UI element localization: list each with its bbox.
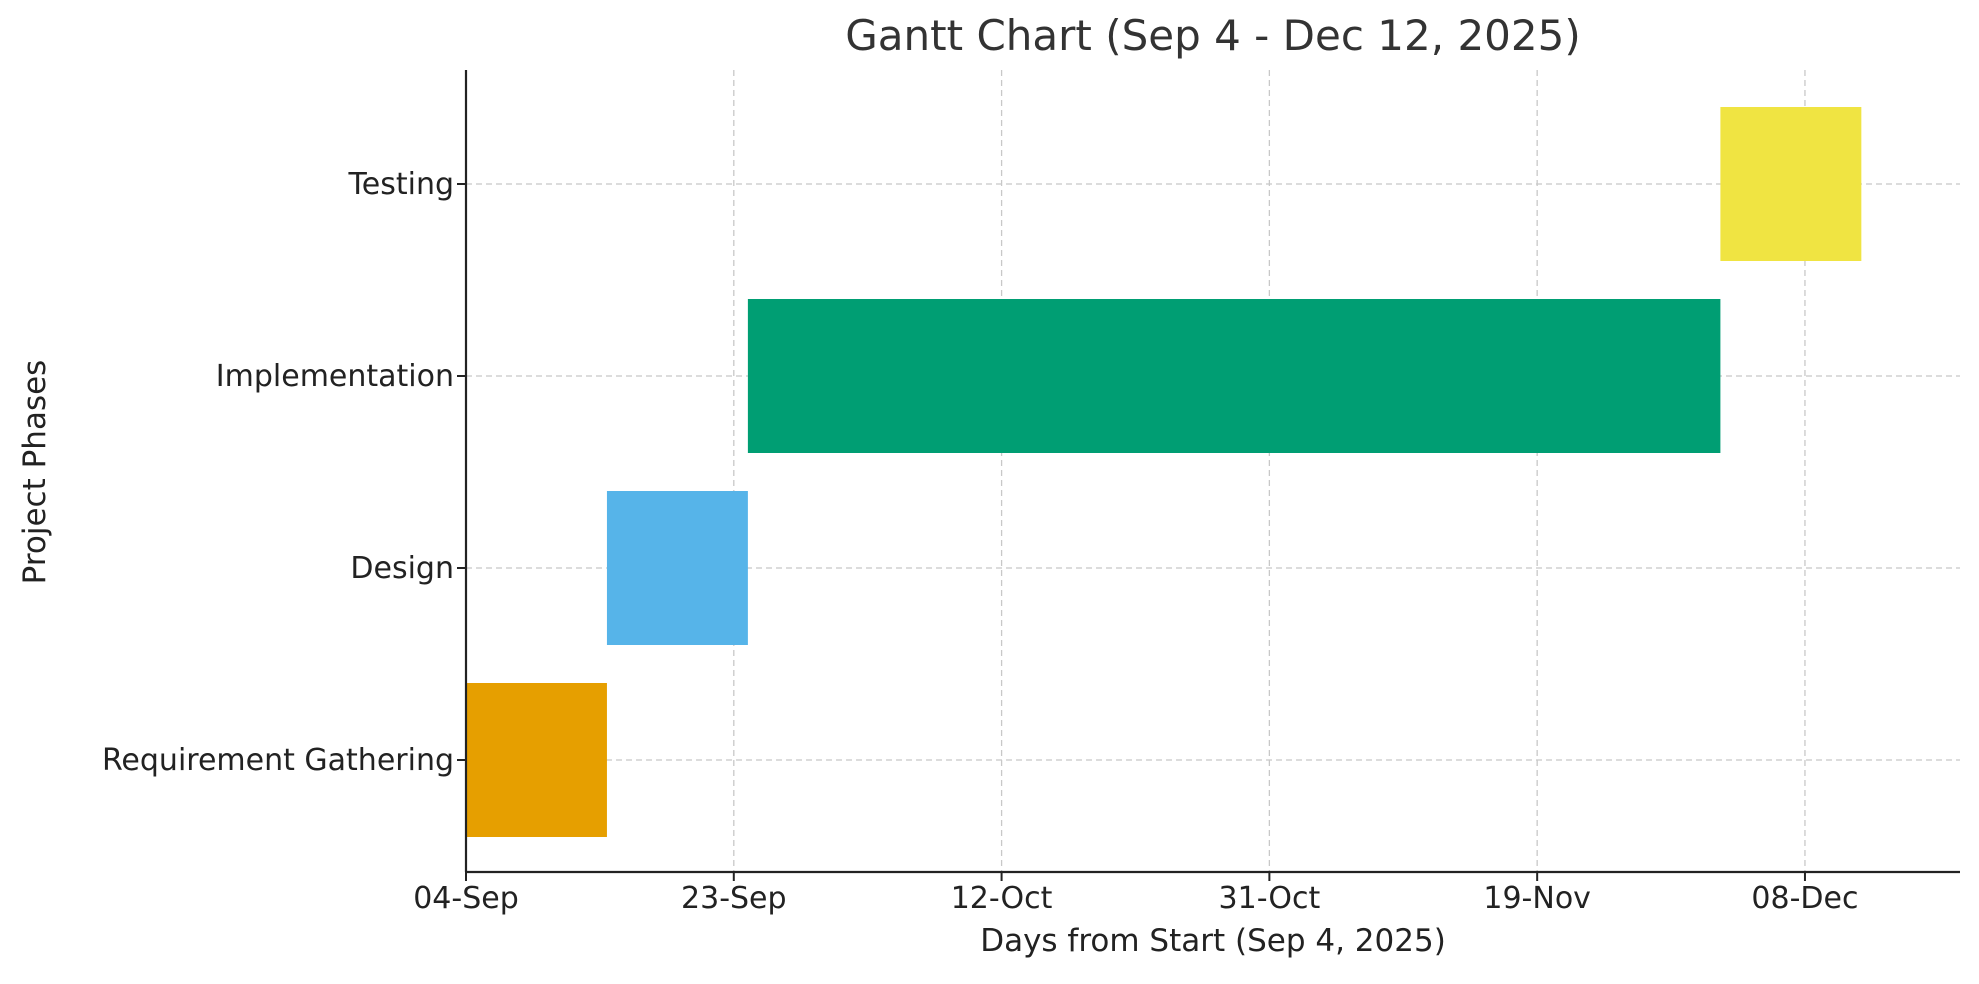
x-tick-label: 08-Dec bbox=[1751, 881, 1858, 916]
task-bar bbox=[747, 299, 1721, 453]
task-bars bbox=[466, 107, 1862, 837]
y-tick-label: Implementation bbox=[216, 359, 454, 394]
x-axis-title: Days from Start (Sep 4, 2025) bbox=[980, 923, 1446, 959]
y-tick-label: Design bbox=[350, 551, 454, 586]
x-tick-label: 04-Sep bbox=[413, 881, 519, 916]
task-bar bbox=[466, 683, 607, 837]
x-tick-label: 31-Oct bbox=[1219, 881, 1321, 916]
x-tick-label: 12-Oct bbox=[951, 881, 1053, 916]
task-bar bbox=[1720, 107, 1862, 261]
axes bbox=[464, 70, 1960, 874]
y-axis-title: Project Phases bbox=[17, 360, 53, 585]
y-tick-label: Testing bbox=[348, 167, 454, 202]
y-tick-label: Requirement Gathering bbox=[102, 743, 454, 778]
task-bar bbox=[606, 491, 748, 645]
tick-labels: 04-Sep 23-Sep 12-Oct 31-Oct 19-Nov 08-Dec Requ… bbox=[102, 167, 1859, 916]
x-tick-label: 19-Nov bbox=[1483, 881, 1591, 916]
chart-title: Gantt Chart (Sep 4 - Dec 12, 2025) bbox=[845, 11, 1580, 60]
x-tick-label: 23-Sep bbox=[681, 881, 787, 916]
